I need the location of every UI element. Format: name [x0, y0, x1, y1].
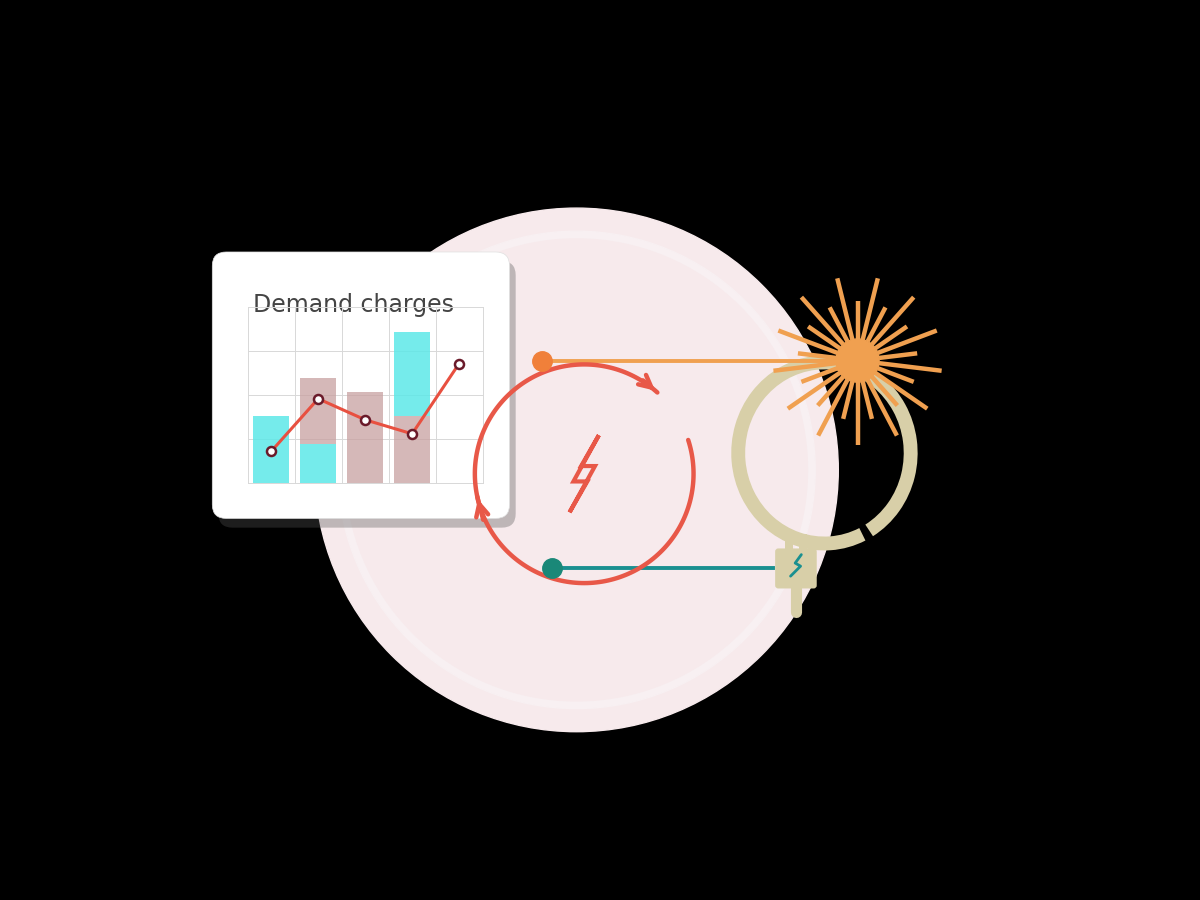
Bar — [395, 417, 430, 483]
Bar — [347, 392, 383, 483]
Circle shape — [836, 339, 880, 382]
Circle shape — [314, 208, 839, 732]
Bar — [253, 417, 289, 483]
Circle shape — [338, 231, 815, 708]
FancyBboxPatch shape — [218, 261, 516, 527]
Text: Demand charges: Demand charges — [253, 292, 454, 317]
FancyBboxPatch shape — [775, 548, 817, 589]
Bar — [395, 332, 430, 417]
Circle shape — [346, 238, 808, 701]
FancyBboxPatch shape — [212, 252, 510, 518]
Bar — [799, 534, 806, 554]
Bar — [785, 534, 793, 554]
Bar — [300, 445, 336, 483]
Bar — [300, 378, 336, 445]
